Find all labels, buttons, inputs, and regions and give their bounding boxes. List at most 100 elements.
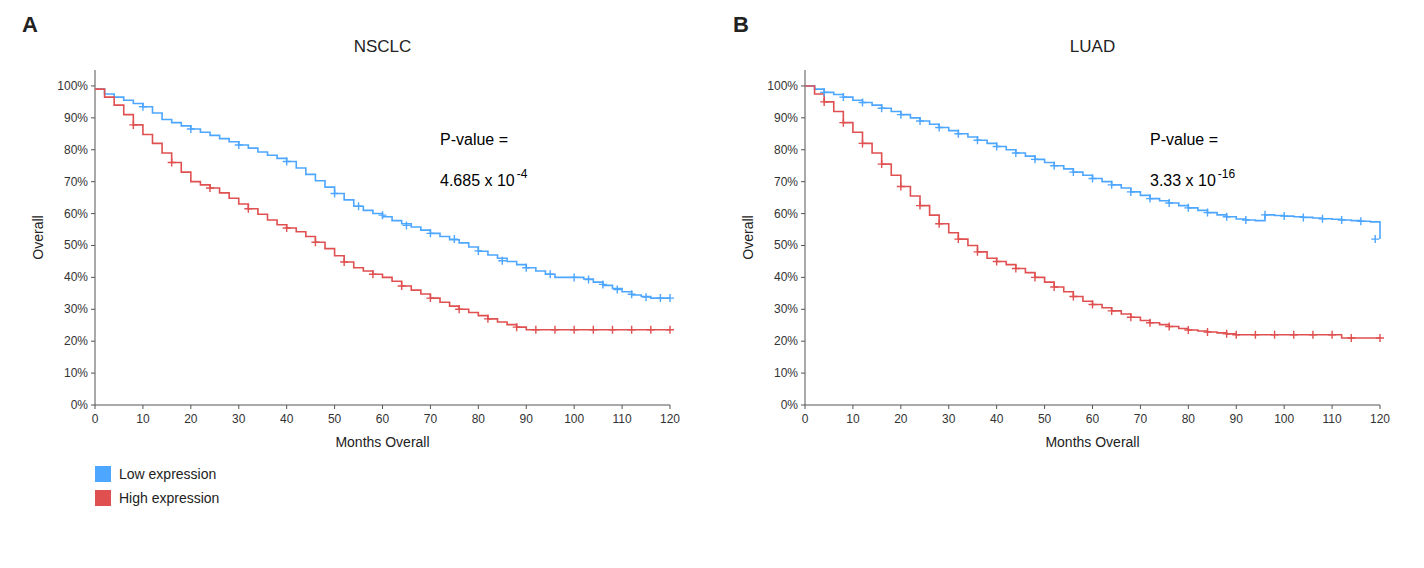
x-tick xyxy=(1332,405,1333,409)
censor-mark xyxy=(206,184,214,192)
y-tick-label: 40% xyxy=(774,270,798,284)
censor-mark xyxy=(455,305,463,313)
x-tick-label: 50 xyxy=(328,412,342,426)
x-tick xyxy=(478,405,479,409)
censor-mark xyxy=(916,202,924,210)
y-tick xyxy=(801,277,805,278)
censor-mark xyxy=(897,111,905,119)
censor-mark xyxy=(1108,307,1116,315)
censor-mark xyxy=(1012,149,1020,157)
censor-mark xyxy=(1069,293,1077,301)
y-tick-label: 60% xyxy=(774,207,798,221)
censor-mark xyxy=(1290,331,1298,339)
y-tick-label: 80% xyxy=(774,143,798,157)
y-tick-label: 90% xyxy=(774,111,798,125)
x-tick-label: 110 xyxy=(1323,412,1342,426)
x-tick xyxy=(526,405,527,409)
censor-mark xyxy=(878,160,886,168)
censor-mark xyxy=(187,125,195,133)
censor-mark xyxy=(1127,313,1135,321)
censor-mark xyxy=(585,276,593,284)
censor-mark xyxy=(1319,215,1327,223)
y-tick xyxy=(801,341,805,342)
censor-mark xyxy=(993,257,1001,265)
annotation-exponent: -16 xyxy=(1218,167,1236,181)
x-tick xyxy=(670,405,671,409)
y-tick xyxy=(91,309,95,310)
x-tick-label: 80 xyxy=(1182,412,1196,426)
y-tick-label: 100% xyxy=(767,79,798,93)
x-tick-label: 110 xyxy=(613,412,632,426)
y-tick xyxy=(91,405,95,406)
y-tick xyxy=(801,213,805,214)
x-tick-label: 10 xyxy=(846,412,860,426)
y-tick-label: 30% xyxy=(774,302,798,316)
legend-label: High expression xyxy=(119,490,219,506)
censor-mark xyxy=(1127,188,1135,196)
censor-mark xyxy=(613,286,621,294)
annotation: P-value = xyxy=(440,131,508,148)
censor-mark xyxy=(839,119,847,127)
legend-swatch xyxy=(95,466,111,482)
censor-mark xyxy=(820,88,828,96)
censor-mark xyxy=(935,123,943,131)
y-tick-label: 0% xyxy=(71,398,89,412)
y-tick xyxy=(801,149,805,150)
censor-mark xyxy=(331,189,339,197)
censor-mark xyxy=(916,117,924,125)
x-tick-label: 70 xyxy=(1134,412,1148,426)
censor-mark xyxy=(570,326,578,334)
x-tick xyxy=(286,405,287,409)
y-tick xyxy=(91,277,95,278)
panel-label: B xyxy=(733,12,749,37)
censor-mark xyxy=(859,139,867,147)
censor-mark xyxy=(1223,330,1231,338)
censor-mark xyxy=(1357,217,1365,225)
censor-mark xyxy=(599,280,607,288)
x-tick xyxy=(382,405,383,409)
y-tick-label: 90% xyxy=(64,111,88,125)
x-tick-label: 0 xyxy=(802,412,809,426)
censor-mark xyxy=(398,282,406,290)
plot-area xyxy=(805,86,1384,342)
x-tick-label: 120 xyxy=(660,412,680,426)
censor-mark xyxy=(1261,211,1269,219)
censor-mark xyxy=(1271,331,1279,339)
x-tick xyxy=(805,405,806,409)
x-tick-label: 80 xyxy=(472,412,486,426)
x-tick xyxy=(622,405,623,409)
figure: ANSCLC0%10%20%30%40%50%60%70%80%90%100%0… xyxy=(0,0,1424,568)
censor-mark xyxy=(1146,195,1154,203)
annotation: P-value = xyxy=(1150,131,1218,148)
censor-mark xyxy=(244,205,252,213)
x-tick xyxy=(574,405,575,409)
x-tick-label: 10 xyxy=(136,412,150,426)
y-tick xyxy=(801,245,805,246)
y-tick-label: 20% xyxy=(774,334,798,348)
x-tick xyxy=(1284,405,1285,409)
censor-mark xyxy=(1328,331,1336,339)
censor-mark xyxy=(1089,174,1097,182)
y-axis-line xyxy=(95,70,96,405)
panel: BLUAD0%10%20%30%40%50%60%70%80%90%100%01… xyxy=(733,12,1390,450)
y-tick-label: 50% xyxy=(774,238,798,252)
y-tick xyxy=(801,181,805,182)
censor-mark xyxy=(1012,264,1020,272)
censor-mark xyxy=(954,235,962,243)
censor-mark xyxy=(589,326,597,334)
censor-mark xyxy=(628,326,636,334)
censor-mark xyxy=(1347,334,1355,342)
censor-mark xyxy=(1089,301,1097,309)
censor-mark xyxy=(1376,334,1384,342)
annotation: 3.33 x 10 xyxy=(1150,172,1216,189)
censor-mark xyxy=(642,293,650,301)
y-tick-label: 40% xyxy=(64,270,88,284)
censor-mark xyxy=(1299,213,1307,221)
censor-mark xyxy=(340,258,348,266)
x-tick-label: 30 xyxy=(232,412,246,426)
censor-mark xyxy=(628,290,636,298)
censor-mark xyxy=(379,211,387,219)
censor-mark xyxy=(129,121,137,129)
y-axis-label: Overall xyxy=(30,215,46,259)
censor-mark xyxy=(935,220,943,228)
